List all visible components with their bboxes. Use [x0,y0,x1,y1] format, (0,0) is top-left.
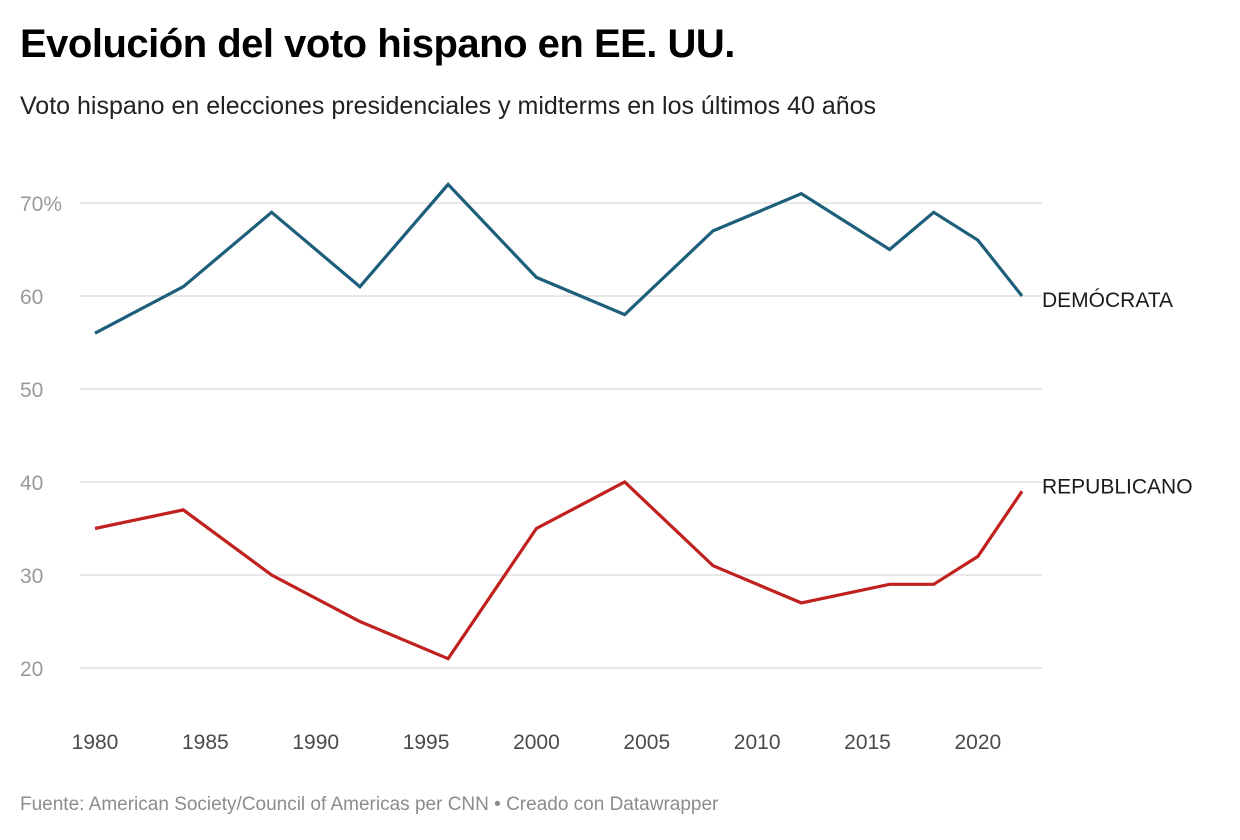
x-tick-label-1990: 1990 [292,731,339,754]
x-tick-label-2005: 2005 [623,731,670,754]
y-tick-label-30: 30 [20,565,43,588]
x-tick-label-1985: 1985 [182,731,229,754]
x-tick-label-2010: 2010 [734,731,781,754]
series-line-dem-crata [94,182,1024,335]
y-tick-label-50: 50 [20,379,43,402]
gridlines [80,202,1042,669]
chart-title: Evolución del voto hispano en EE. UU. [20,22,735,66]
x-tick-label-2020: 2020 [954,731,1001,754]
series-lines [94,182,1024,661]
y-axis-ticks: 20 30 40 50 60 70% [20,193,62,681]
y-tick-label-40: 40 [20,472,43,495]
series-label-republicano: REPUBLICANO [1042,475,1193,498]
x-tick-label-1980: 1980 [72,731,119,754]
x-axis-ticks: 1980 1985 1990 1995 2000 2005 2010 2015 2020 [72,731,1002,754]
x-tick-label-2015: 2015 [844,731,891,754]
y-tick-label-70: 70% [20,193,62,216]
chart-subtitle: Voto hispano en elecciones presidenciale… [20,92,877,120]
credit-note: Creado con Datawrapper [506,794,719,815]
x-tick-label-2000: 2000 [513,731,560,754]
source-note: Fuente: American Society/Council of Amer… [20,794,489,815]
y-tick-label-20: 20 [20,658,43,681]
y-tick-label-60: 60 [20,286,43,309]
chart-footer: Fuente: American Society/Council of Amer… [20,794,718,816]
x-tick-label-1995: 1995 [403,731,450,754]
series-labels: DEMÓCRATA REPUBLICANO [1042,289,1193,498]
footer-separator: • [488,794,507,815]
series-label-dem-crata: DEMÓCRATA [1042,289,1173,312]
series-line-republicano [94,480,1024,661]
